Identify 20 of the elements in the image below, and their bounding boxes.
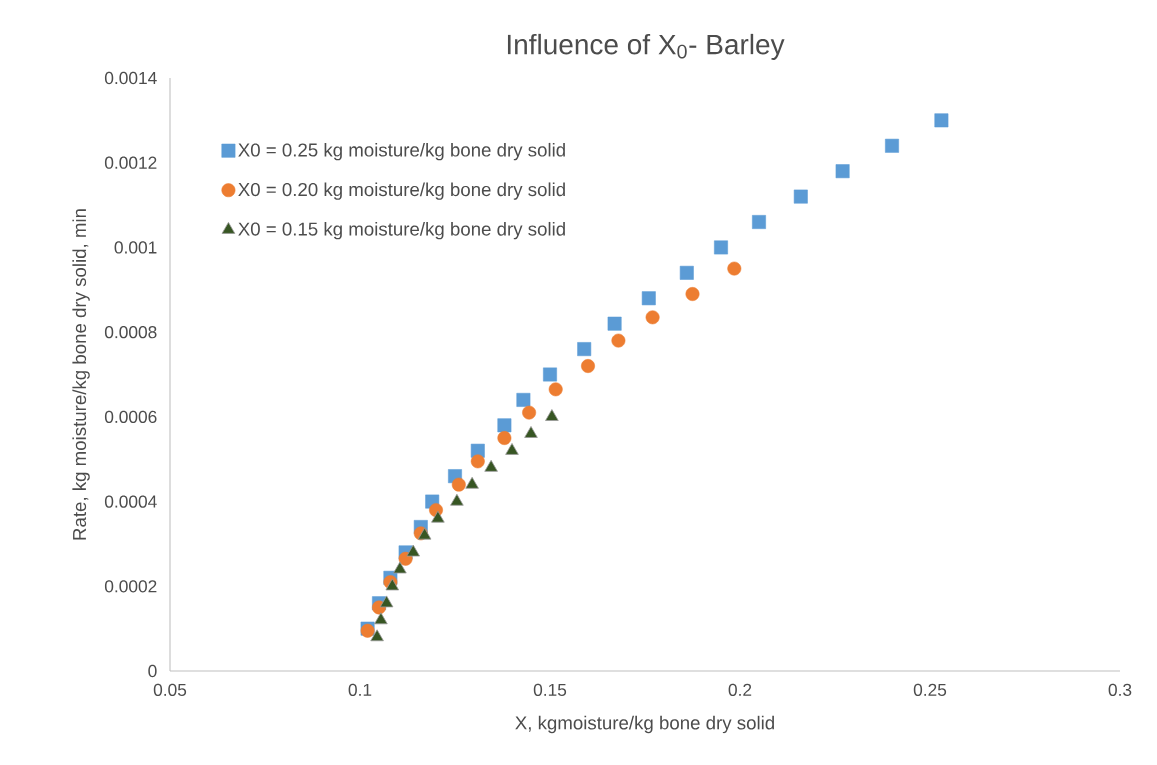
y-axis-title: Rate, kg moisture/kg bone dry solid, min xyxy=(72,209,90,540)
x-tick-label: 0.2 xyxy=(728,683,752,696)
y-tick-label: 0 xyxy=(148,664,157,678)
legend-label: X0 = 0.20 kg moisture/kg bone dry solid xyxy=(238,182,565,200)
x-tick-label: 0.3 xyxy=(1108,683,1132,696)
y-tick-label: 0.001 xyxy=(114,241,157,254)
legend-label: X0 = 0.15 kg moisture/kg bone dry solid xyxy=(238,221,565,240)
x-tick-label: 0.25 xyxy=(913,683,947,696)
y-tick-label: 0.0012 xyxy=(104,156,157,169)
x-tick-label: 0.15 xyxy=(533,683,567,696)
chart-title: Influence of X$_{0}$- Barley xyxy=(507,33,785,60)
legend-label: X0 = 0.25 kg moisture/kg bone dry solid xyxy=(238,142,565,161)
x-axis-title: X, kgmoisture/kg bone dry solid xyxy=(515,715,774,734)
y-tick-label: 0.0004 xyxy=(104,495,157,508)
y-tick-label: 0.0014 xyxy=(104,71,157,85)
x-tick-label: 0.05 xyxy=(153,683,187,696)
y-tick-label: 0.0006 xyxy=(104,410,157,423)
y-tick-label: 0.0002 xyxy=(104,580,157,593)
x-tick-label: 0.1 xyxy=(348,683,372,696)
y-tick-label: 0.0008 xyxy=(104,326,157,339)
